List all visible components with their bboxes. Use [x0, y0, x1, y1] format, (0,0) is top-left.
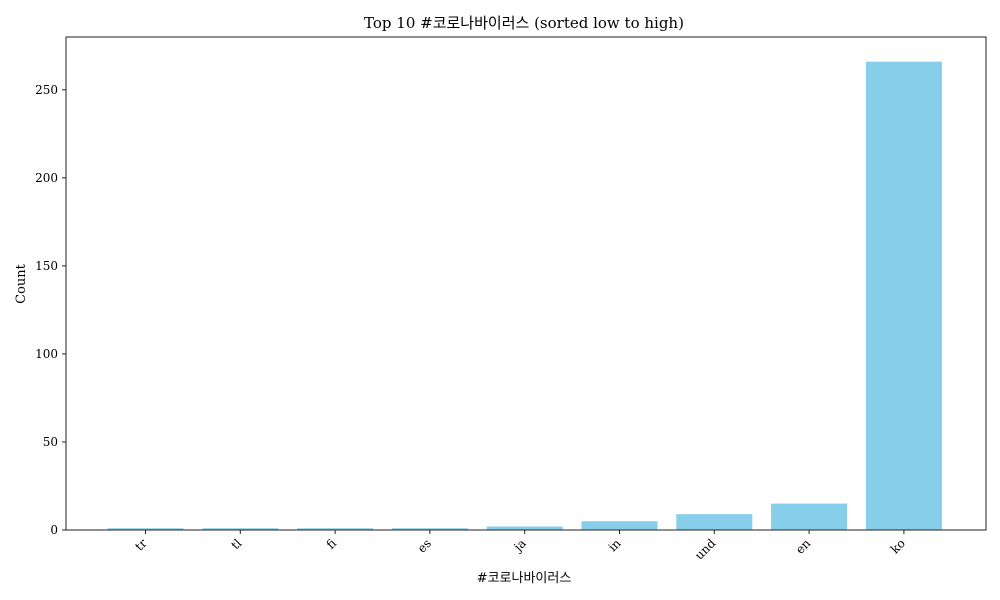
bar-ja [486, 526, 563, 530]
y-tick-label: 50 [43, 435, 58, 449]
plot-frame [65, 36, 987, 531]
y-tick-label: 100 [35, 347, 58, 361]
bar-und [676, 514, 753, 530]
x-tick-label: fi [324, 536, 340, 552]
x-axis-ticks: tr tl fi es ja in und en ko [132, 530, 908, 562]
y-tick-label: 0 [50, 523, 58, 537]
y-axis-label: Count [14, 263, 29, 304]
x-tick-label: en [793, 536, 814, 557]
x-tick-label: tr [132, 536, 150, 554]
x-axis-label: #코로나바이러스 [477, 571, 572, 586]
x-tick-label: ko [888, 536, 908, 556]
bars-group [107, 61, 942, 531]
y-tick-label: 250 [35, 83, 58, 97]
y-axis-ticks: 0 50 100 150 200 250 [35, 83, 66, 537]
bar-fi [297, 528, 374, 530]
bar-es [391, 528, 468, 530]
x-tick-label: in [606, 536, 624, 554]
y-tick-label: 150 [35, 259, 58, 273]
chart-title: Top 10 #코로나바이러스 (sorted low to high) [364, 14, 684, 32]
bar-tr [107, 528, 184, 530]
bar-en [771, 503, 848, 530]
x-tick-label: ja [510, 536, 529, 555]
bar-ko [865, 61, 942, 531]
y-tick-label: 200 [35, 171, 58, 185]
bar-tl [202, 528, 279, 530]
x-tick-label: und [692, 536, 718, 562]
x-tick-label: es [415, 536, 434, 555]
bar-in [581, 521, 658, 530]
x-tick-label: tl [228, 536, 244, 552]
